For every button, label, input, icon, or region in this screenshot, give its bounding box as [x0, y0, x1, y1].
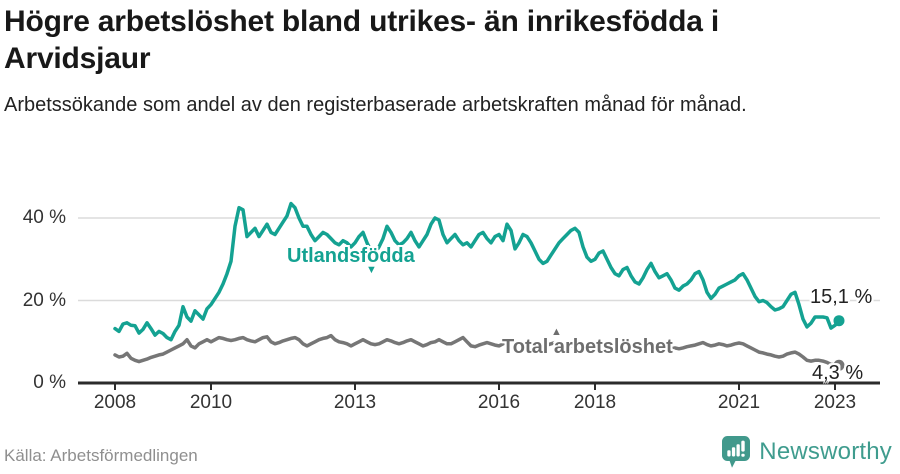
series-label-utlandsfodda: Utlandsfödda — [287, 245, 415, 267]
y-axis-tick-label: 20 % — [22, 289, 66, 311]
x-axis-tick-label: 2016 — [477, 392, 521, 413]
x-axis-tick-label: 2021 — [717, 392, 761, 413]
end-value-label-total: 4,3 % — [812, 362, 864, 384]
caret-up-icon: ▲ — [551, 326, 562, 338]
y-axis-tick-label: 40 % — [22, 207, 66, 228]
newsworthy-wordmark: Newsworthy — [759, 438, 892, 465]
end-value-label-utlandsfodda: 15,1 % — [810, 286, 873, 308]
x-axis-tick-label: 2018 — [573, 392, 617, 413]
newsworthy-logo[interactable]: Newsworthy — [721, 435, 892, 469]
caret-down-icon: ▼ — [366, 264, 377, 276]
x-axis-tick-label: 2013 — [333, 392, 377, 413]
chart-subtitle: Arbetssökande som andel av den registerb… — [4, 94, 747, 116]
x-axis-tick-label: 2023 — [813, 392, 857, 413]
x-axis-tick-label: 2010 — [189, 392, 233, 413]
source-attribution: Källa: Arbetsförmedlingen — [4, 446, 198, 465]
newsworthy-speech-bubble-bar-chart-icon — [721, 435, 752, 469]
y-axis-tick-label: 0 % — [33, 372, 66, 393]
series-label-total-arbetsloshet: Total arbetslöshet — [502, 336, 673, 358]
x-axis-tick-label: 2008 — [93, 392, 137, 413]
page-title: Högre arbetslöshet bland utrikes- än inr… — [4, 5, 719, 75]
